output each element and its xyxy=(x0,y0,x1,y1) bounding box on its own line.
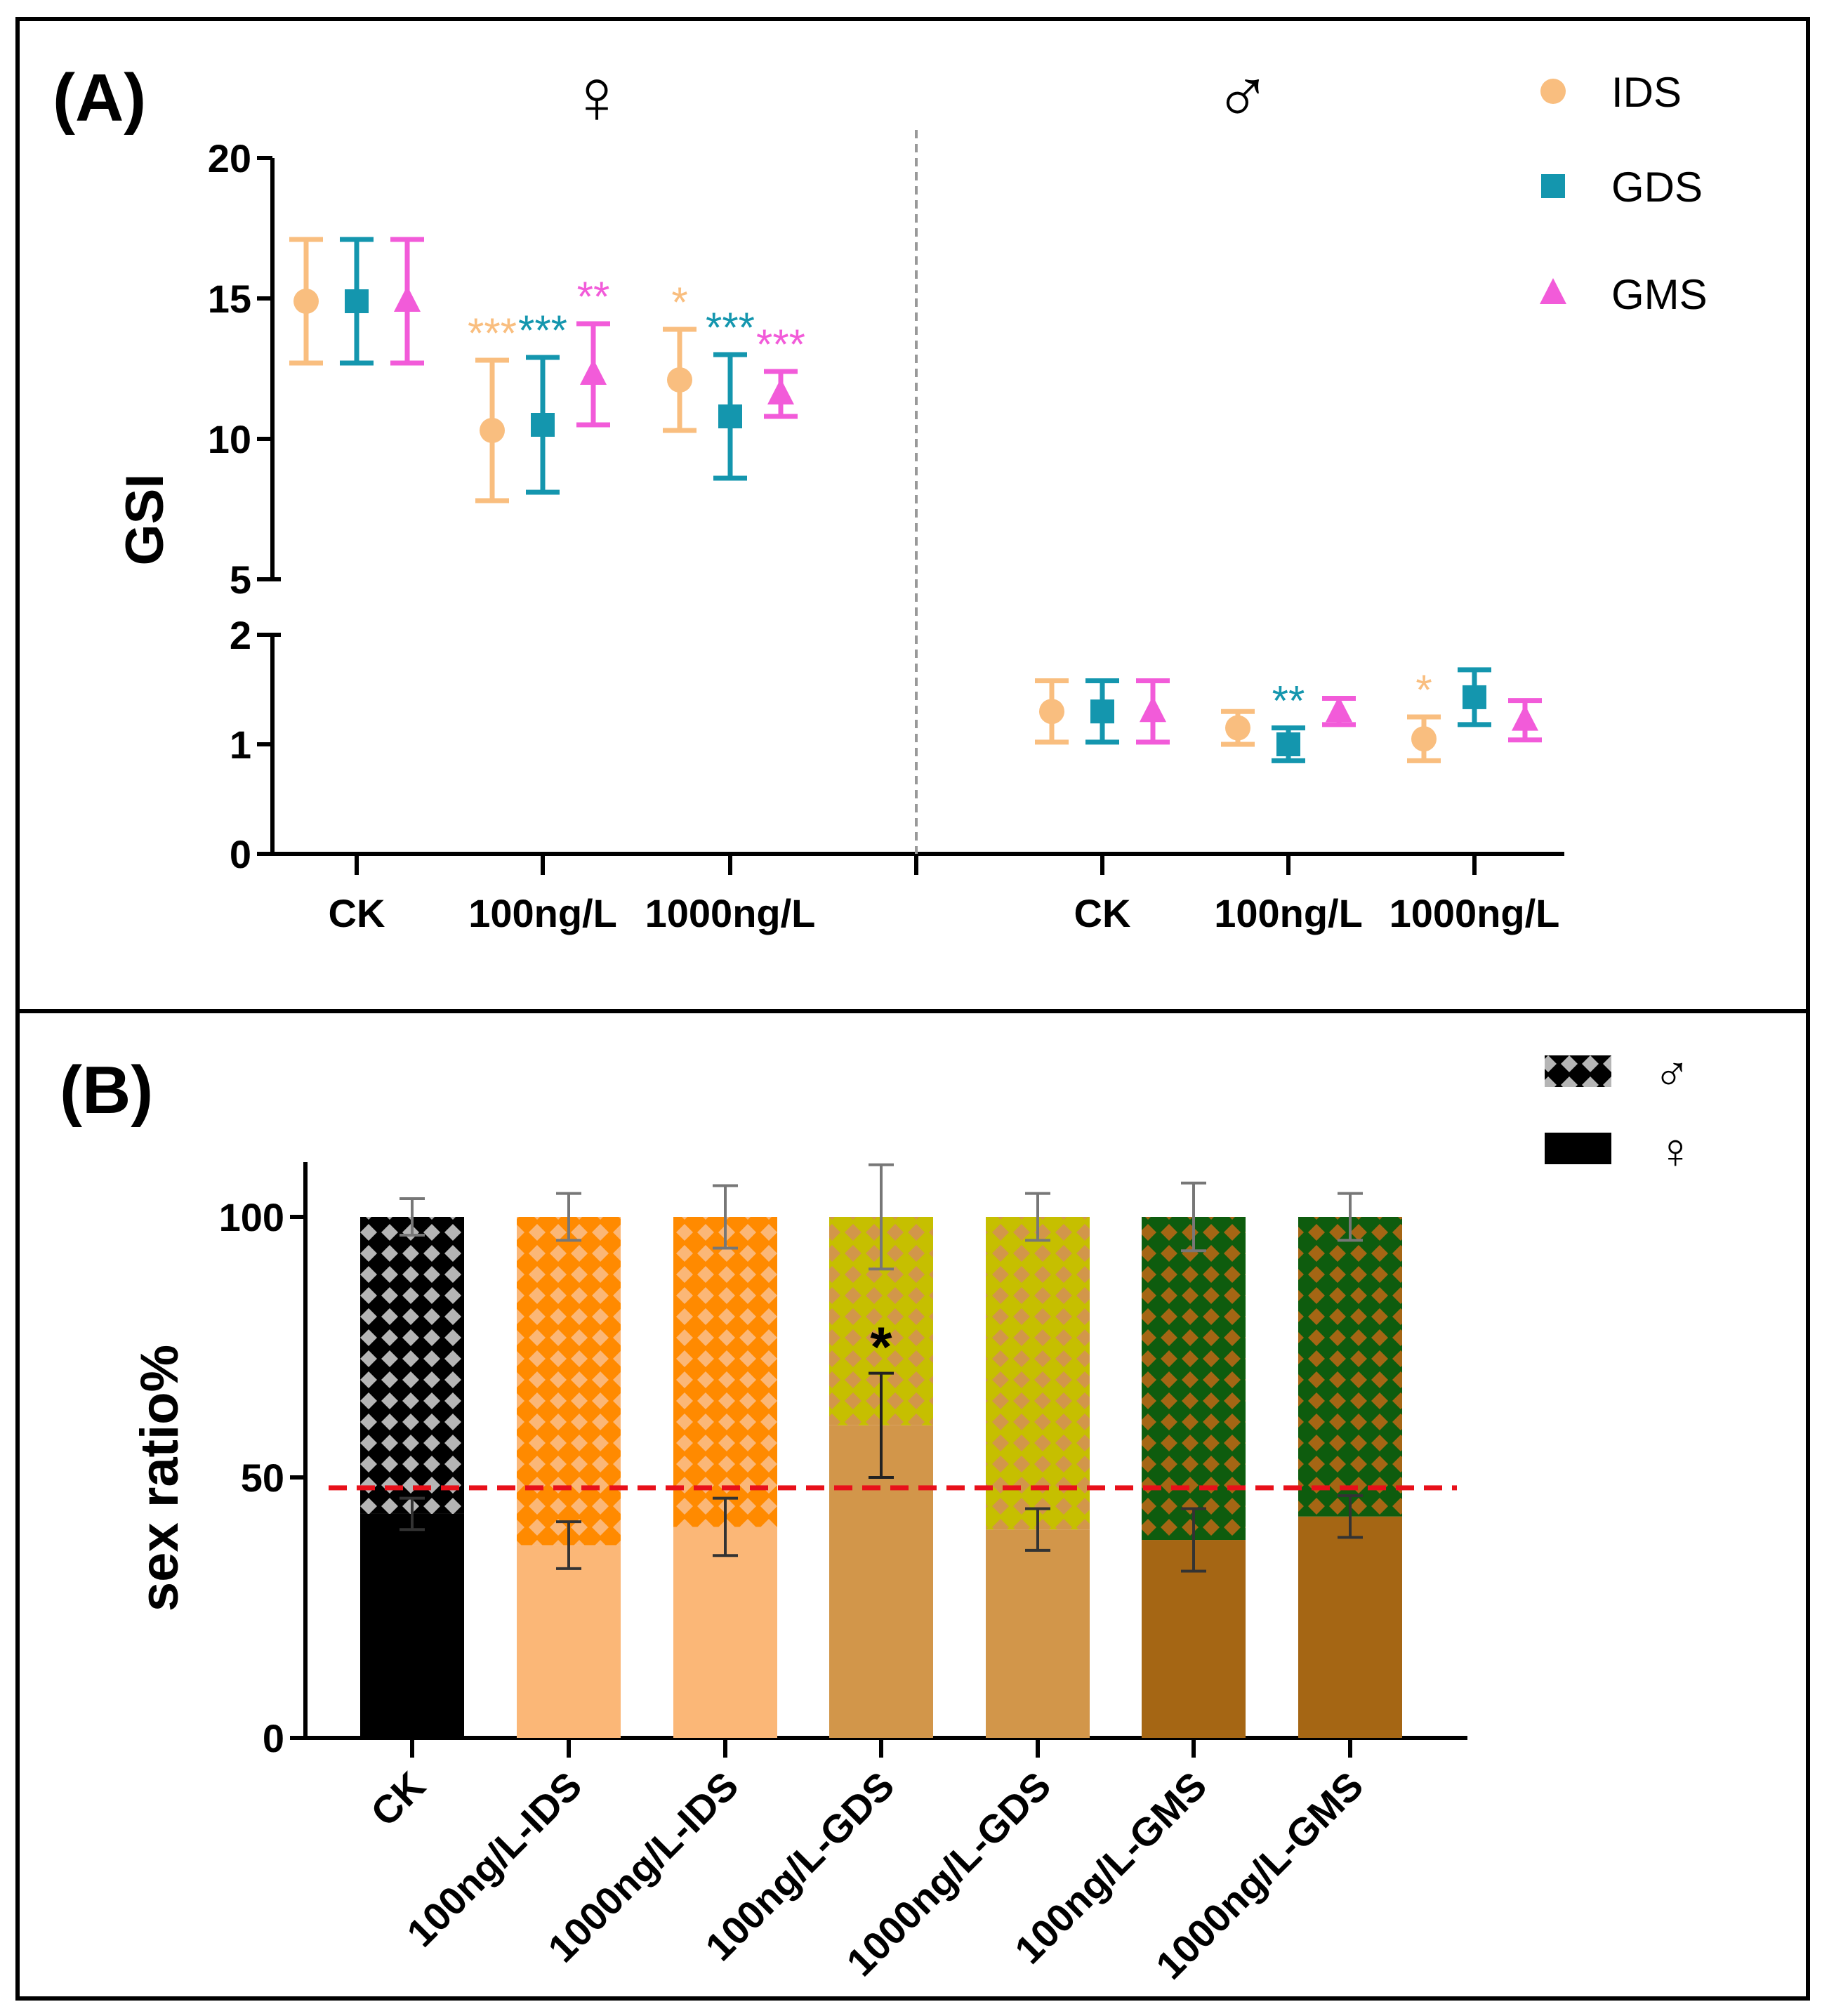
y-tick-label-upper: 5 xyxy=(230,558,251,602)
data-point-GDS xyxy=(531,413,555,437)
significance-mark: ** xyxy=(1272,678,1305,725)
y-tick-label-upper: 20 xyxy=(208,136,251,180)
bar-male-1000ng/L-GDS xyxy=(986,1217,1090,1530)
panel-a-plot: 5 10 15 20 0 1 2 CK 100ng/L 1000ng/L CK 100ng/L 1000… xyxy=(208,130,1564,935)
significance-mark: *** xyxy=(518,307,567,354)
data-point-GMS xyxy=(1140,696,1166,723)
data-point-GMS xyxy=(580,359,607,385)
bar-female-1000ng/L-IDS xyxy=(673,1527,777,1738)
y-tick-label-lower: 2 xyxy=(230,613,251,657)
y-tick-label-upper: 10 xyxy=(208,417,251,461)
significance-mark: * xyxy=(1415,666,1432,713)
y-tick-label-lower: 0 xyxy=(230,832,251,876)
data-point-GMS xyxy=(1512,704,1538,731)
y-tick-label-upper: 15 xyxy=(208,277,251,321)
panel-a-female-title: ♀ xyxy=(568,53,626,140)
panel-b-legend: ♂♀ xyxy=(1545,1046,1694,1178)
data-point-GMS xyxy=(767,378,794,404)
data-point-IDS xyxy=(1225,715,1250,741)
bar-female-100ng/L-IDS xyxy=(517,1545,621,1738)
data-point-IDS xyxy=(1039,699,1064,725)
data-point-GDS xyxy=(1276,732,1300,756)
panel-b-ylabel: sex ratio% xyxy=(130,1345,190,1612)
legend-label-male: ♂ xyxy=(1653,1046,1691,1101)
bar-male-CK xyxy=(360,1217,464,1514)
panel-a-legend: IDS GDS GMS xyxy=(1540,69,1708,318)
panel-a-frame xyxy=(15,17,1810,1013)
bar-female-1000ng/L-GMS xyxy=(1298,1516,1402,1738)
legend-marker-GDS xyxy=(1541,174,1565,198)
data-point-GDS xyxy=(345,289,369,313)
bar-male-1000ng/L-GMS xyxy=(1298,1217,1402,1517)
panel-a-male-title: ♂ xyxy=(1214,53,1272,140)
x-tick-label: 1000ng/L xyxy=(1389,891,1560,935)
bar-male-100ng/L-IDS xyxy=(517,1217,621,1546)
bar-female-100ng/L-GMS xyxy=(1142,1540,1246,1738)
data-point-IDS xyxy=(480,418,505,443)
legend-label-GDS: GDS xyxy=(1611,164,1703,211)
data-point-GMS xyxy=(1326,696,1352,723)
x-tick-label: 100ng/L xyxy=(1214,891,1363,935)
panel-a-ylabel: GSI xyxy=(115,474,175,566)
x-tick-label: CK xyxy=(362,1763,434,1835)
x-tick-label: 1000ng/L xyxy=(645,891,816,935)
bar-male-1000ng/L-IDS xyxy=(673,1217,777,1527)
legend-label-female: ♀ xyxy=(1657,1124,1694,1178)
data-point-GDS xyxy=(1463,685,1486,709)
legend-marker-IDS xyxy=(1540,79,1566,104)
legend-marker-GMS xyxy=(1540,278,1566,304)
bar-male-100ng/L-GMS xyxy=(1142,1217,1246,1541)
y-tick-label: 0 xyxy=(263,1716,284,1760)
panel-b-label: (B) xyxy=(60,1053,153,1128)
y-tick-label: 50 xyxy=(241,1456,284,1500)
y-tick-label: 100 xyxy=(219,1195,284,1239)
significance-mark: ** xyxy=(577,273,610,320)
panel-a-label: (A) xyxy=(53,60,146,136)
legend-label-IDS: IDS xyxy=(1611,69,1682,116)
x-tick-label: CK xyxy=(1074,891,1131,935)
bar-female-1000ng/L-GDS xyxy=(986,1529,1090,1738)
significance-mark: *** xyxy=(706,304,755,351)
x-tick-label: 100ng/L xyxy=(468,891,617,935)
data-point-IDS xyxy=(293,289,319,314)
panel-b-frame xyxy=(15,1009,1810,2001)
data-point-GMS xyxy=(394,286,421,312)
data-point-GDS xyxy=(1090,699,1114,724)
legend-swatch-female xyxy=(1545,1133,1611,1164)
bar-female-CK xyxy=(360,1513,464,1738)
data-point-GDS xyxy=(718,404,742,428)
y-tick-label-lower: 1 xyxy=(230,723,251,767)
significance-mark: *** xyxy=(756,321,805,368)
significance-mark: * xyxy=(671,279,687,326)
legend-label-GMS: GMS xyxy=(1611,271,1708,318)
significance-mark: * xyxy=(870,1316,892,1378)
legend-swatch-male xyxy=(1545,1055,1611,1087)
significance-mark: *** xyxy=(468,310,517,357)
data-point-IDS xyxy=(667,367,692,393)
data-point-IDS xyxy=(1411,726,1437,752)
panel-b-plot: 050100CK100ng/L-IDS1000ng/L-IDS*100ng/L-… xyxy=(219,1162,1467,1988)
x-tick-label: CK xyxy=(329,891,385,935)
